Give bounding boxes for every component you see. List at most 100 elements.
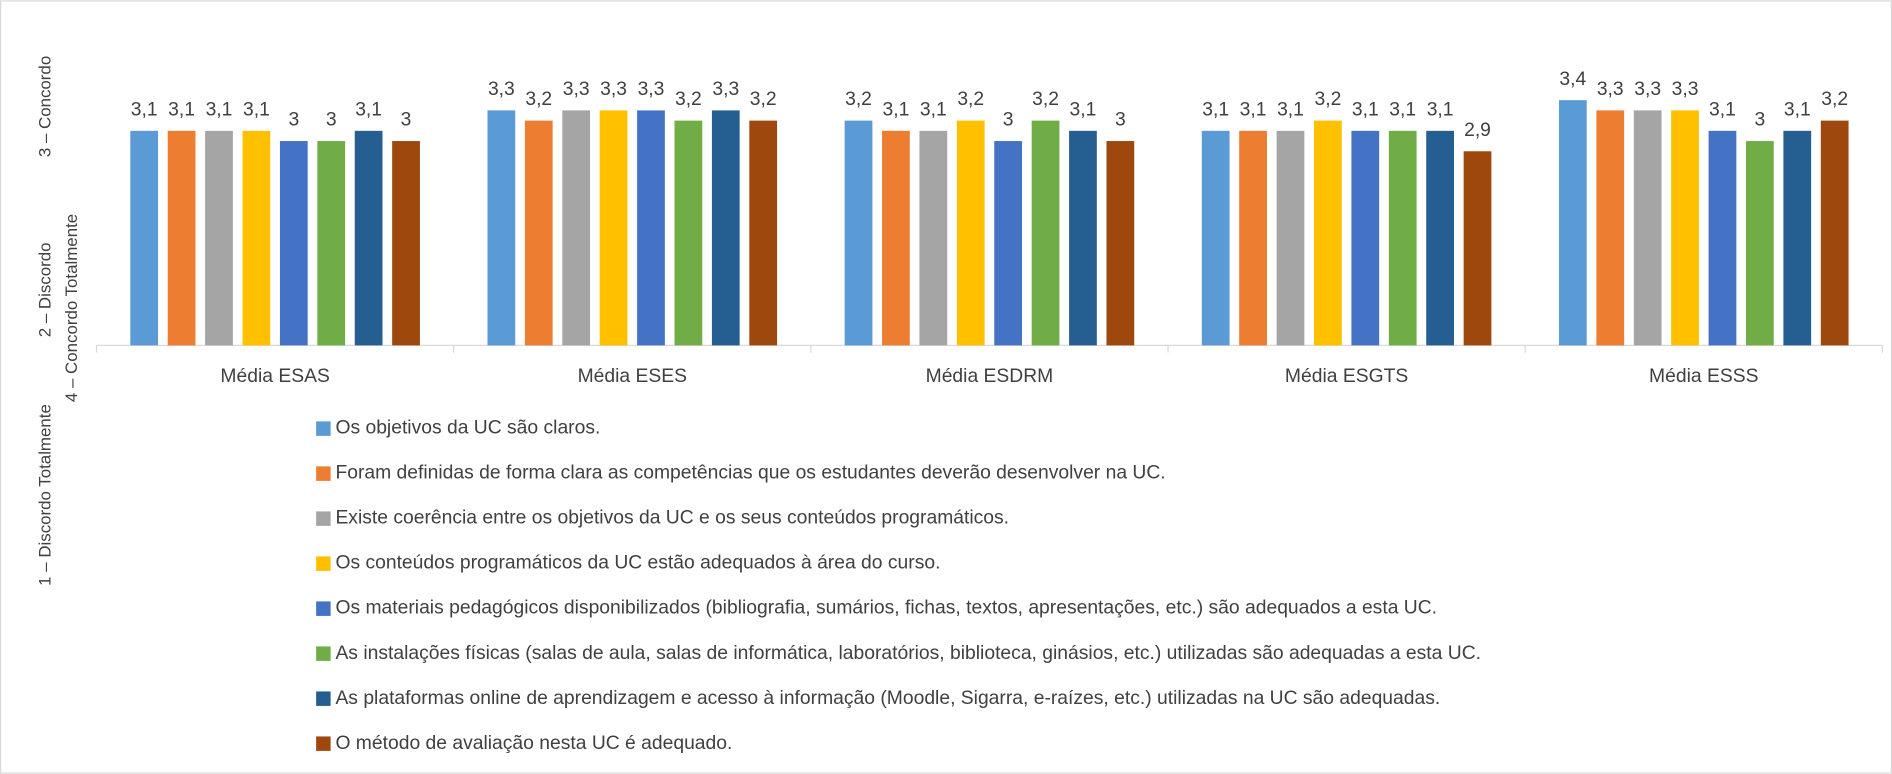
data-label: 3,3	[488, 79, 515, 100]
legend-swatch	[316, 736, 331, 751]
legend-label: As plataformas online de aprendizagem e …	[335, 688, 1440, 709]
bar	[1106, 141, 1135, 346]
data-label: 3,3	[1634, 79, 1661, 100]
data-label: 3,1	[1784, 99, 1811, 120]
bar	[487, 110, 516, 346]
y-axis-label: 2 – Discordo	[35, 242, 54, 337]
data-label: 3,3	[600, 79, 627, 100]
bar	[674, 120, 703, 346]
legend-swatch	[316, 421, 331, 436]
bar	[1671, 110, 1699, 346]
y-axis-label: 4 – Concordo Totalmente	[62, 214, 81, 402]
legend-label: O método de avaliação nesta UC é adequad…	[335, 733, 732, 754]
data-label: 3,1	[1389, 99, 1416, 120]
data-label: 2,9	[1464, 120, 1491, 141]
data-label: 3,1	[168, 99, 195, 120]
bar	[882, 130, 910, 346]
bar	[524, 120, 553, 346]
bar	[1820, 120, 1849, 346]
bar	[1783, 130, 1812, 346]
data-label: 3	[1003, 110, 1014, 131]
bar	[1351, 130, 1380, 346]
x-tick-label: Média ESSS	[1649, 366, 1758, 387]
legend-swatch	[316, 511, 331, 526]
legend-label: Os objetivos da UC são claros.	[335, 418, 600, 439]
data-label: 3,3	[1597, 79, 1624, 100]
x-tick-label: Média ESGTS	[1285, 366, 1408, 387]
legend-swatch	[316, 556, 331, 571]
data-label: 3	[326, 110, 337, 131]
bar	[392, 141, 420, 346]
data-label: 3	[1755, 110, 1766, 131]
bar	[1463, 151, 1492, 346]
x-tick-label: Média ESAS	[220, 366, 329, 387]
x-tick-label: Média ESDRM	[926, 366, 1054, 387]
bar	[1745, 141, 1774, 346]
data-label: 3,1	[920, 99, 947, 120]
bar	[994, 141, 1023, 346]
legend-swatch	[316, 691, 331, 706]
data-label: 3,1	[206, 99, 233, 120]
bar	[844, 120, 873, 346]
data-label: 3,2	[845, 89, 872, 110]
data-label: 3,4	[1559, 69, 1586, 90]
data-label: 3,1	[1070, 99, 1097, 120]
bar	[749, 120, 778, 346]
bar	[637, 110, 665, 346]
data-label: 3,1	[355, 99, 382, 120]
bar	[1426, 130, 1454, 346]
bar	[1276, 130, 1305, 346]
bar	[1239, 130, 1267, 346]
data-label: 3	[1115, 110, 1126, 131]
data-label: 3,1	[1709, 99, 1736, 120]
legend-label: As instalações físicas (salas de aula, s…	[335, 643, 1481, 664]
bar	[279, 141, 308, 346]
bar	[1558, 100, 1587, 346]
data-label: 3,2	[525, 89, 552, 110]
bar	[599, 110, 628, 346]
data-label: 3,3	[563, 79, 590, 100]
bar	[1388, 130, 1417, 346]
y-axis-label: 3 – Concordo	[35, 56, 54, 157]
data-label: 3,2	[750, 89, 777, 110]
data-label: 3	[401, 110, 412, 131]
bar	[1633, 110, 1662, 346]
bar	[1596, 110, 1625, 346]
bar	[1031, 120, 1060, 346]
legend-label: Foram definidas de forma clara as compet…	[335, 463, 1165, 484]
legend-label: Existe coerência entre os objetivos da U…	[335, 508, 1009, 529]
bar	[956, 120, 985, 346]
data-label: 3,1	[1352, 99, 1379, 120]
legend-label: Os materiais pedagógicos disponibilizado…	[335, 598, 1437, 619]
legend-label: Os conteúdos programáticos da UC estão a…	[335, 553, 940, 574]
data-label: 3,1	[1202, 99, 1229, 120]
data-label: 3,3	[712, 79, 739, 100]
bar	[1314, 120, 1342, 346]
bar	[354, 130, 383, 346]
data-label: 3,1	[883, 99, 910, 120]
data-label: 3,3	[638, 79, 665, 100]
bar	[167, 130, 196, 346]
legend-swatch	[316, 601, 331, 616]
data-label: 3	[288, 110, 299, 131]
data-label: 3,1	[1240, 99, 1267, 120]
data-label: 3,3	[1672, 79, 1699, 100]
x-tick-label: Média ESES	[578, 366, 687, 387]
data-label: 3,2	[1821, 89, 1848, 110]
bar	[1069, 130, 1097, 346]
bar	[130, 130, 159, 346]
data-label: 3,2	[957, 89, 984, 110]
legend-swatch	[316, 466, 331, 481]
y-axis-label: 1 – Discordo Totalmente	[35, 404, 54, 586]
data-label: 3,2	[1314, 89, 1341, 110]
bar	[711, 110, 740, 346]
data-label: 3,1	[243, 99, 270, 120]
legend-swatch	[316, 646, 331, 661]
data-label: 3,1	[131, 99, 158, 120]
bar	[317, 141, 346, 346]
data-label: 3,2	[1032, 89, 1059, 110]
data-label: 3,1	[1427, 99, 1454, 120]
data-label: 3,1	[1277, 99, 1304, 120]
bar	[562, 110, 591, 346]
